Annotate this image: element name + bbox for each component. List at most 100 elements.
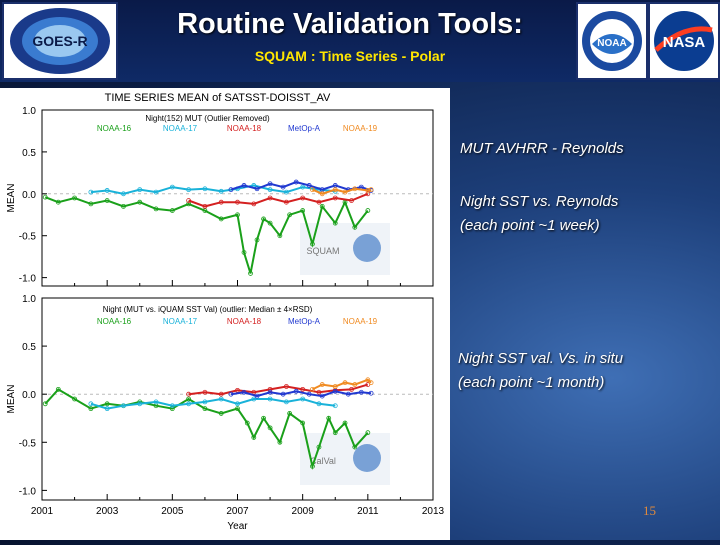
series-line-1-2 [188,383,369,396]
data-point-1-0-2 [72,396,77,402]
data-point-0-0-7 [153,206,159,212]
data-point-0-0-11 [218,216,224,222]
data-point-0-4-6 [368,187,374,193]
data-point-0-2-2 [218,199,224,205]
data-point-0-0-22 [319,203,325,209]
data-point-1-4-5 [365,377,371,383]
data-point-0-2-1 [202,203,208,209]
series-line-0-4 [312,187,372,195]
data-point-0-4-1 [319,191,325,197]
data-point-0-0-2 [72,195,77,201]
noaa-logo: NOAA [576,2,648,80]
data-point-1-2-10 [349,386,354,392]
data-point-1-1-1 [104,406,110,412]
data-point-1-0-12 [235,406,240,412]
noaa-emblem: NOAA [582,11,642,71]
header-bar: GOES-R Routine Validation Tools: SQUAM :… [0,0,720,82]
data-point-0-0-6 [137,199,143,205]
data-point-1-0-24 [342,420,348,426]
data-point-1-1-12 [283,399,289,405]
bottom-desc-line1: Night SST val. Vs. in situ [458,350,624,367]
data-point-1-4-1 [319,382,325,387]
data-point-0-3-6 [306,183,312,188]
data-point-0-4-0 [310,187,315,193]
data-point-0-4-4 [352,186,358,192]
y-tick-label-1-4: -1.0 [19,486,37,497]
data-point-0-1-2 [121,191,126,197]
legend-entry-0-1: NOAA-17 [163,124,198,133]
data-point-0-1-0 [88,189,94,195]
data-point-0-1-1 [104,188,110,193]
nasa-logo: NASA [648,2,720,80]
time-series-charts: 1.0 0.5 0.0 -0.5 -1.0 MEAN TIME SERIES MEAN of… [6,92,445,532]
series-line-1-0 [44,388,369,470]
y-tick-label-0-3: -0.5 [19,232,37,243]
data-point-1-0-11 [218,411,224,416]
data-point-0-0-21 [310,241,315,247]
data-point-0-0-14 [248,271,253,276]
nasa-emblem: NASA [654,11,714,71]
chart-title-0: TIME SERIES MEAN of SATSST-DOISST_AV [105,92,331,104]
data-point-0-1-5 [169,184,175,190]
data-point-0-2-0 [186,198,192,203]
noaa-logo-text: NOAA [597,38,626,49]
x-tick-label-3: 2007 [226,506,249,517]
legend-entry-0-2: NOAA-18 [227,124,262,133]
data-point-1-0-26 [365,430,371,436]
data-point-0-4-5 [365,188,371,193]
legend-entry-0-0: NOAA-16 [97,124,132,133]
data-point-0-2-6 [283,199,289,205]
data-point-1-2-2 [218,391,224,397]
top-desc-line1: Night SST vs. Reynolds [460,193,619,210]
data-point-0-1-11 [267,187,273,193]
data-point-1-0-13 [244,420,250,426]
data-point-1-0-4 [104,401,110,407]
data-point-0-0-8 [169,208,175,213]
data-point-0-0-26 [365,208,371,213]
data-point-1-1-9 [235,401,240,407]
chart-subtitle-1: Night (MUT vs. iQUAM SST Val) (outlier: … [103,305,313,314]
data-point-0-3-3 [267,181,273,187]
data-point-1-1-15 [332,403,338,409]
data-point-1-4-0 [310,386,315,392]
data-point-0-2-3 [235,199,240,205]
data-point-0-0-17 [267,220,273,226]
data-point-0-1-7 [202,186,208,192]
x-axis-label: Year [227,521,248,532]
data-point-1-0-0 [42,401,48,407]
data-point-1-0-15 [261,415,266,421]
data-point-0-4-3 [342,189,348,195]
data-point-1-3-1 [241,389,247,395]
data-point-1-1-0 [88,401,94,407]
data-point-0-1-6 [186,187,192,193]
y-tick-label-1-1: 0.5 [22,342,36,353]
watermark-text-0: SQUAM [306,246,339,256]
nasa-logo-text: NASA [663,34,706,51]
page-number: 15 [643,503,656,518]
legend-entry-0-3: MetOp-A [288,124,321,133]
data-point-1-1-3 [137,401,143,407]
data-point-0-3-2 [254,186,260,192]
data-point-1-1-2 [121,403,126,409]
x-tick-label-4: 2009 [292,506,315,517]
watermark-logo-1 [353,444,381,472]
data-point-1-1-11 [267,396,273,402]
y-tick-label-0-1: 0.5 [22,148,36,159]
data-point-1-0-1 [55,386,61,392]
y-axis-label-0: MEAN [6,184,17,213]
data-point-0-3-4 [280,184,286,190]
data-point-1-0-17 [277,439,283,445]
x-tick-label-5: 2011 [357,506,379,517]
data-point-0-4-2 [332,187,338,193]
data-point-1-2-8 [316,389,322,395]
data-point-0-0-18 [277,233,283,239]
data-point-1-0-10 [202,406,208,412]
data-point-0-2-9 [332,195,338,201]
data-point-1-2-7 [300,386,306,392]
data-point-1-0-20 [310,463,315,469]
watermark-logo-0 [353,234,381,262]
data-point-1-0-16 [267,425,273,431]
data-point-1-3-7 [319,393,325,399]
y-tick-label-1-0: 1.0 [22,294,36,305]
x-tick-label-6: 2013 [422,506,445,517]
